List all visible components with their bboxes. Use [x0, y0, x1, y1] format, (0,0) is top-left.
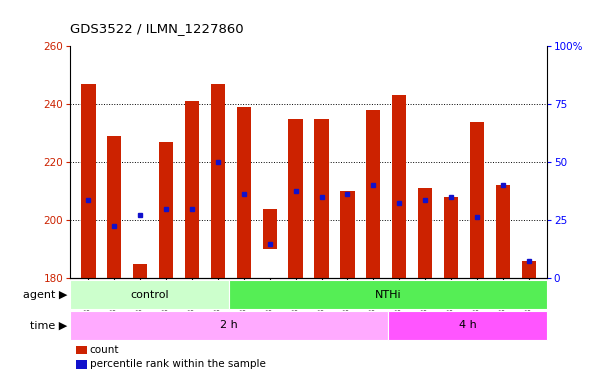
Text: control: control [130, 290, 169, 300]
Bar [315, 119, 329, 278]
Text: GDS3522 / ILMN_1227860: GDS3522 / ILMN_1227860 [70, 22, 244, 35]
Bar [211, 84, 225, 278]
Bar [159, 142, 174, 278]
Bar [236, 107, 251, 278]
Text: 4 h: 4 h [458, 320, 477, 331]
Bar [522, 261, 536, 278]
Text: count: count [90, 345, 119, 355]
Bar [185, 101, 199, 278]
Bar [81, 84, 95, 278]
Bar [470, 122, 484, 278]
Bar [366, 110, 381, 278]
Bar [444, 197, 458, 278]
Bar [70, 311, 388, 340]
Bar [133, 264, 147, 278]
Text: NTHi: NTHi [375, 290, 401, 300]
Text: time ▶: time ▶ [30, 320, 67, 331]
Text: percentile rank within the sample: percentile rank within the sample [90, 359, 266, 369]
Bar [263, 209, 277, 249]
Bar [388, 311, 547, 340]
Text: 2 h: 2 h [220, 320, 238, 331]
Bar [70, 280, 229, 309]
Bar [340, 191, 354, 278]
Bar [392, 96, 406, 278]
Bar [496, 185, 510, 278]
Bar [229, 280, 547, 309]
Bar [418, 189, 432, 278]
Text: agent ▶: agent ▶ [23, 290, 67, 300]
Bar [107, 136, 122, 278]
Bar [288, 119, 302, 278]
